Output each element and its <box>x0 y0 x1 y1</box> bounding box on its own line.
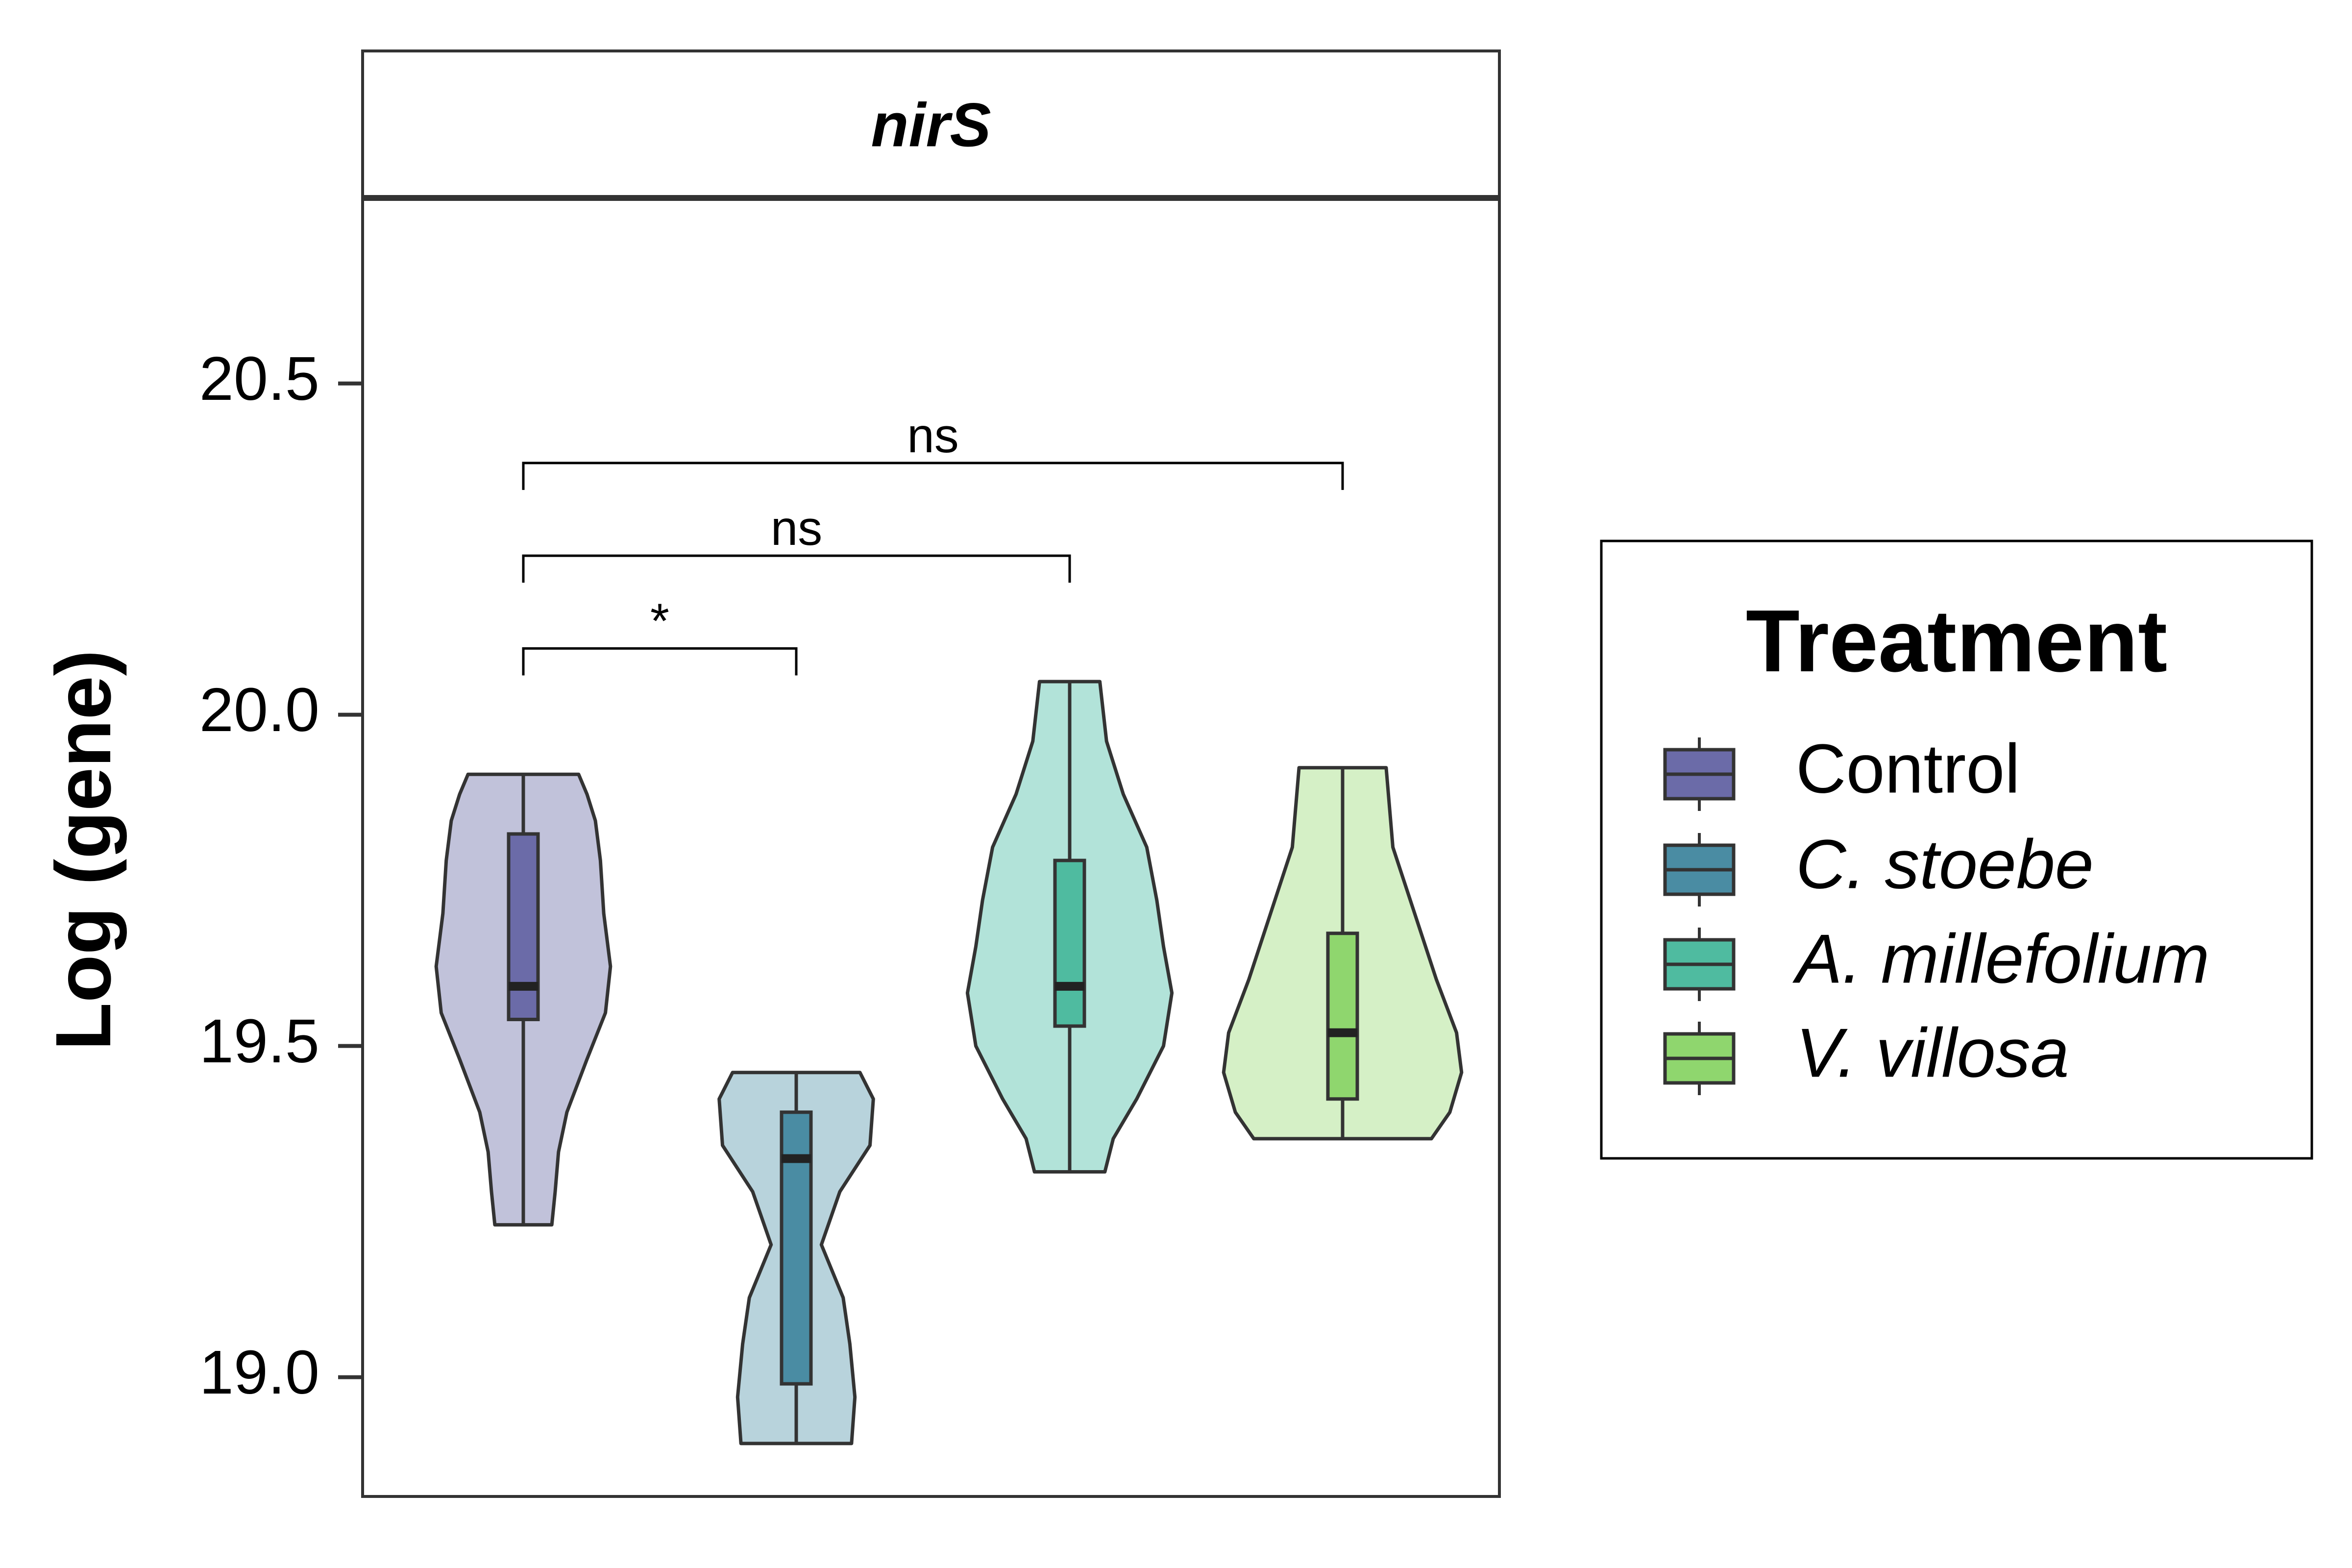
bracket-line <box>522 647 798 676</box>
significance-brackets: * ns ns <box>522 408 1344 676</box>
y-tick-label: 19.5 <box>199 1006 319 1076</box>
box-iqr <box>780 1110 813 1386</box>
box-iqr <box>1326 931 1359 1101</box>
facet-strip-label: nirS <box>871 90 991 159</box>
violins <box>434 680 1464 1446</box>
legend-label: V. villosa <box>1796 1014 2069 1092</box>
legend-item: Control <box>1663 730 2020 811</box>
legend-items: Control C. stoebe A. millefolium V. villosa <box>1663 730 2209 1095</box>
legend: Treatment Control C. stoebe A. millefolium… <box>1600 539 2313 1160</box>
significance-bracket: ns <box>522 408 1344 490</box>
legend-label: C. stoebe <box>1796 826 2094 904</box>
y-axis-title: Log (gene) <box>39 650 127 1051</box>
violin-group <box>1222 766 1464 1141</box>
legend-label: A. millefolium <box>1792 920 2209 998</box>
legend-title: Treatment <box>1746 592 2167 690</box>
significance-bracket: * <box>522 593 798 676</box>
y-axis-ticks: 19.0 19.5 20.0 20.5 <box>199 344 363 1407</box>
violin-group <box>717 1071 875 1446</box>
box-iqr <box>507 832 540 1022</box>
legend-item: C. stoebe <box>1663 826 2094 906</box>
bracket-line <box>522 462 1344 490</box>
y-tick-label: 20.5 <box>199 344 319 413</box>
legend-item: V. villosa <box>1663 1014 2069 1095</box>
facet-strip <box>361 49 1501 199</box>
significance-label: * <box>650 593 669 648</box>
legend-item: A. millefolium <box>1663 920 2209 1001</box>
violin-group <box>434 772 612 1227</box>
box-iqr <box>1053 858 1086 1028</box>
significance-bracket: ns <box>522 501 1071 583</box>
significance-label: ns <box>907 408 959 463</box>
y-tick-label: 19.0 <box>199 1338 319 1407</box>
y-tick-label: 20.0 <box>199 675 319 744</box>
violin-group <box>965 680 1174 1174</box>
legend-label: Control <box>1796 730 2020 808</box>
significance-label: ns <box>771 501 823 556</box>
bracket-line <box>522 554 1071 583</box>
